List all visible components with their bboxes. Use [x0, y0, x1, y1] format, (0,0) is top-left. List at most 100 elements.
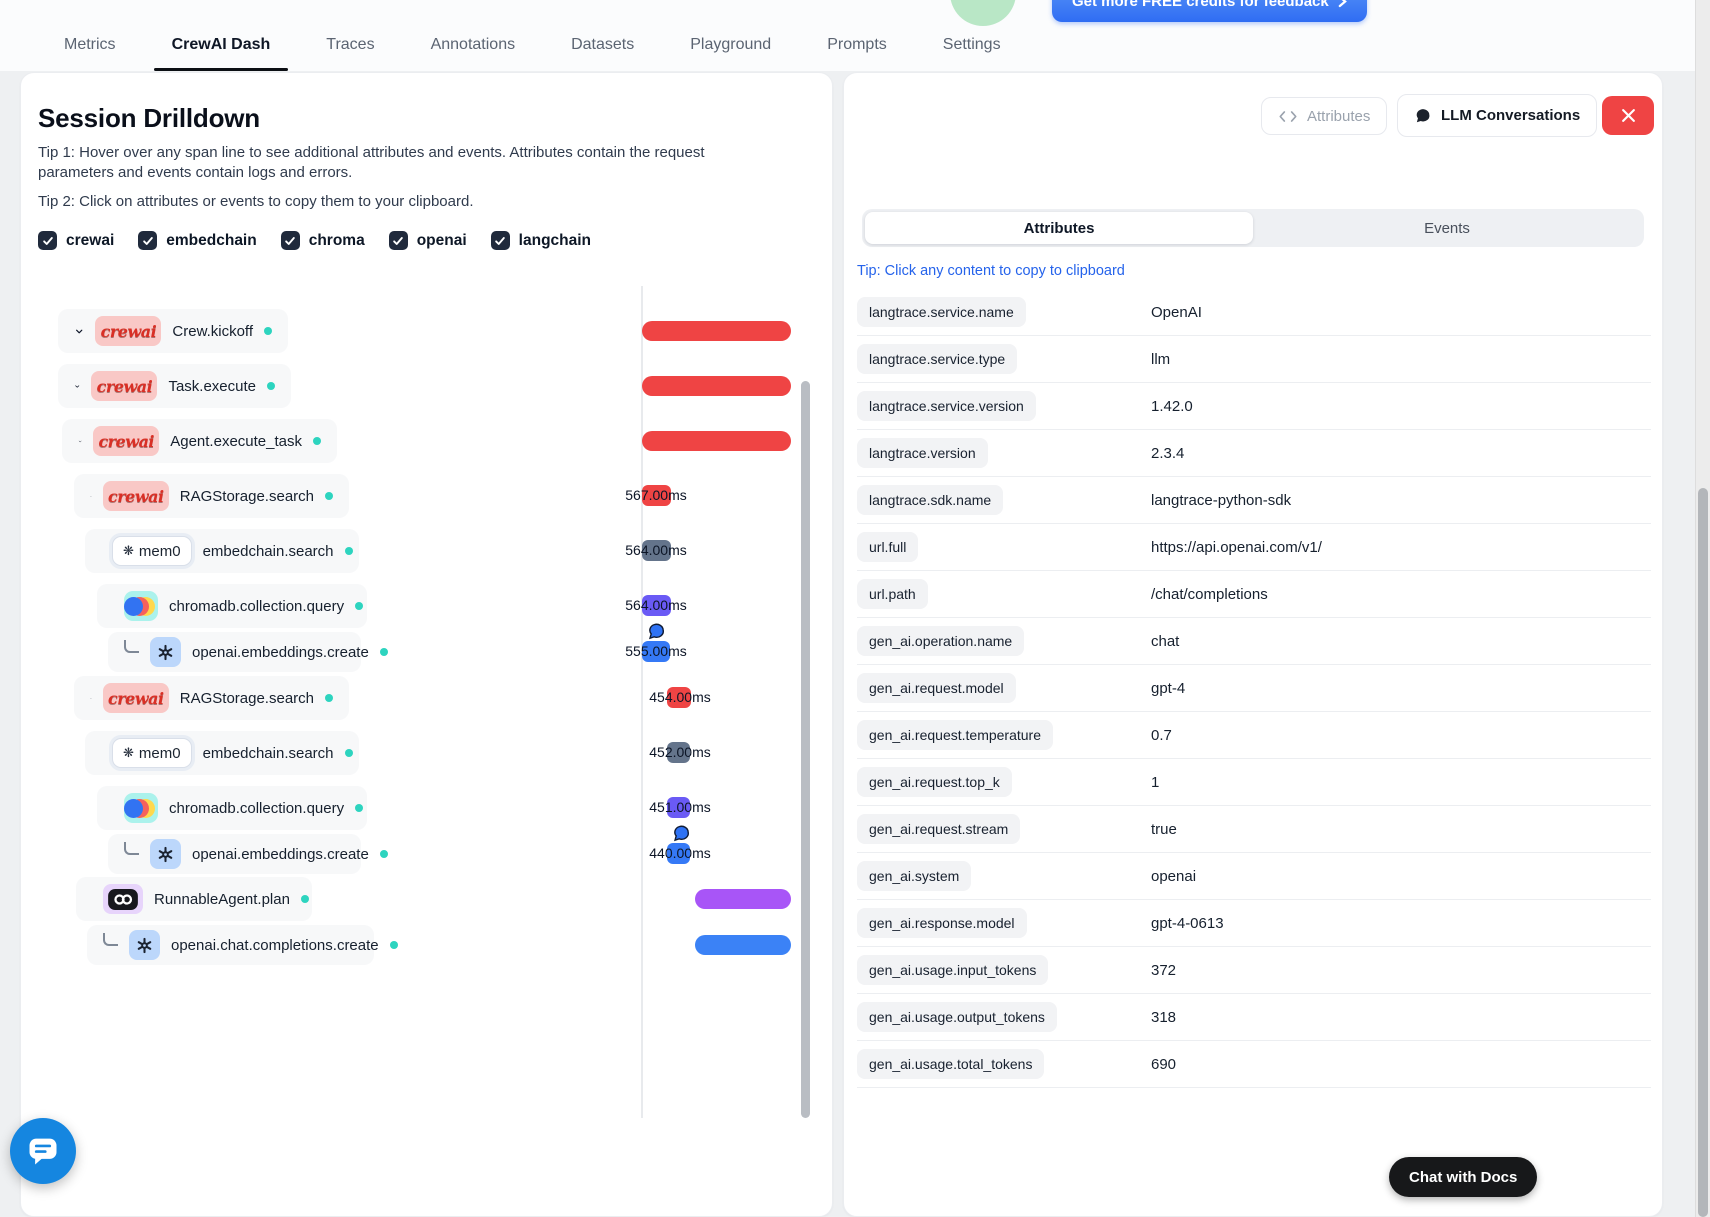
chevron-down-icon[interactable]	[90, 488, 92, 505]
tab-attributes[interactable]: Attributes	[865, 212, 1253, 244]
attribute-value[interactable]: 318	[1151, 1008, 1177, 1026]
attribute-value[interactable]: OpenAI	[1151, 303, 1202, 321]
tab-playground[interactable]: Playground	[690, 36, 772, 53]
attribute-key[interactable]: gen_ai.request.top_k	[857, 767, 1012, 797]
attribute-key[interactable]: langtrace.service.name	[857, 297, 1026, 327]
attribute-key[interactable]: gen_ai.request.stream	[857, 814, 1021, 844]
llm-conversations-button[interactable]: LLM Conversations	[1397, 94, 1598, 137]
attribute-value[interactable]: llm	[1151, 350, 1171, 368]
attribute-key[interactable]: gen_ai.usage.total_tokens	[857, 1049, 1045, 1079]
attribute-key[interactable]: langtrace.service.version	[857, 391, 1036, 421]
attribute-value[interactable]: 372	[1151, 961, 1177, 979]
copy-tip-link[interactable]: Tip: Click any content to copy to clipbo…	[857, 263, 1125, 279]
attribute-key[interactable]: gen_ai.request.temperature	[857, 720, 1053, 750]
chevron-down-icon[interactable]	[90, 690, 92, 707]
attribute-value[interactable]: https://api.openai.com/v1/	[1151, 538, 1322, 556]
attribute-value[interactable]: 1.42.0	[1151, 397, 1193, 415]
attribute-value[interactable]: gpt-4-0613	[1151, 914, 1224, 932]
tree-row-embedchain-search[interactable]: ❋ mem0 embedchain.search	[85, 529, 359, 573]
span-duration-bar[interactable]	[642, 431, 791, 451]
span-duration-bar[interactable]	[642, 540, 671, 561]
tree-row-chromadb-collection-query[interactable]: chromadb.collection.query	[97, 786, 367, 830]
close-button[interactable]	[1602, 96, 1654, 135]
attribute-key[interactable]: gen_ai.request.model	[857, 673, 1016, 703]
filter-embedchain[interactable]: embedchain	[138, 231, 257, 250]
tree-row-ragstorage-search[interactable]: crewai RAGStorage.search	[74, 676, 349, 720]
attribute-key[interactable]: gen_ai.response.model	[857, 908, 1027, 938]
checkbox-checked-icon[interactable]	[138, 231, 158, 250]
span-duration-bar[interactable]	[642, 376, 791, 396]
attribute-value[interactable]: openai	[1151, 867, 1197, 885]
llm-call-bubble-icon[interactable]	[647, 622, 666, 646]
tree-row-openai-embeddings-create[interactable]: openai.embeddings.create	[108, 632, 388, 672]
tree-row-task-execute[interactable]: crewai Task.execute	[58, 364, 291, 408]
span-duration-bar[interactable]	[642, 641, 670, 662]
attribute-key[interactable]: langtrace.sdk.name	[857, 485, 1004, 515]
attribute-key[interactable]: langtrace.version	[857, 438, 988, 468]
attribute-key[interactable]: url.full	[857, 532, 919, 562]
tree-row-openai-chat-completions-create[interactable]: openai.chat.completions.create	[87, 925, 398, 965]
checkbox-checked-icon[interactable]	[490, 231, 510, 250]
span-duration-bar[interactable]	[667, 742, 690, 763]
attribute-key[interactable]: gen_ai.usage.input_tokens	[857, 955, 1049, 985]
chat-launcher-button[interactable]	[10, 1118, 76, 1184]
credits-button[interactable]: Get more FREE credits for feedback	[1052, 0, 1367, 22]
span-duration-bar[interactable]	[695, 935, 791, 955]
filter-crewai[interactable]: crewai	[38, 231, 114, 250]
checkbox-checked-icon[interactable]	[388, 231, 408, 250]
tab-annotations[interactable]: Annotations	[430, 36, 516, 53]
filter-chroma[interactable]: chroma	[280, 231, 365, 250]
checkbox-checked-icon[interactable]	[280, 231, 300, 250]
span-duration-bar[interactable]	[667, 843, 690, 864]
attribute-value[interactable]: /chat/completions	[1151, 585, 1268, 603]
attribute-value[interactable]: 0.7	[1151, 726, 1172, 744]
span-duration-bar[interactable]	[667, 687, 691, 708]
attribute-key[interactable]: gen_ai.usage.output_tokens	[857, 1002, 1057, 1032]
tab-datasets[interactable]: Datasets	[571, 36, 635, 53]
attributes-view-button[interactable]: Attributes	[1261, 97, 1388, 135]
tab-crewai-dash[interactable]: CrewAI Dash	[153, 36, 288, 71]
chat-with-docs-button[interactable]: Chat with Docs	[1389, 1157, 1538, 1197]
span-duration-bar[interactable]	[642, 595, 671, 616]
span-duration-bar[interactable]	[667, 797, 690, 818]
tree-row-openai-embeddings-create[interactable]: openai.embeddings.create	[108, 834, 388, 874]
span-duration-bar[interactable]	[642, 485, 671, 506]
checkbox-checked-icon[interactable]	[38, 231, 57, 250]
attribute-value[interactable]: 690	[1151, 1055, 1177, 1073]
filter-openai[interactable]: openai	[388, 231, 467, 250]
attr-row-langtrace-service-version: langtrace.service.version 1.42.0	[857, 383, 1651, 430]
attribute-value[interactable]: chat	[1151, 632, 1180, 650]
chevron-down-icon[interactable]	[74, 378, 80, 395]
attribute-key[interactable]: langtrace.service.type	[857, 344, 1018, 374]
attribute-value[interactable]: 2.3.4	[1151, 444, 1185, 462]
tree-scrollbar-thumb[interactable]	[801, 381, 810, 1118]
llm-call-bubble-icon[interactable]	[672, 824, 691, 848]
tab-traces[interactable]: Traces	[326, 36, 375, 53]
tree-row-embedchain-search[interactable]: ❋ mem0 embedchain.search	[85, 731, 359, 775]
chevron-down-icon[interactable]	[78, 433, 82, 450]
attribute-key[interactable]: gen_ai.system	[857, 861, 972, 891]
attr-row-gen-ai-usage-output-tokens: gen_ai.usage.output_tokens 318	[857, 994, 1651, 1041]
tab-settings[interactable]: Settings	[942, 36, 1001, 53]
tree-row-runnableagent-plan[interactable]: RunnableAgent.plan	[76, 877, 312, 921]
chevron-down-icon[interactable]	[74, 323, 84, 340]
attribute-value[interactable]: true	[1151, 820, 1177, 838]
tab-prompts[interactable]: Prompts	[827, 36, 887, 53]
attr-row-gen-ai-request-model: gen_ai.request.model gpt-4	[857, 665, 1651, 712]
attribute-value[interactable]: 1	[1151, 773, 1160, 791]
filter-langchain[interactable]: langchain	[490, 231, 591, 250]
tree-row-agent-execute-task[interactable]: crewai Agent.execute_task	[62, 419, 337, 463]
tab-metrics[interactable]: Metrics	[64, 36, 116, 53]
tree-row-chromadb-collection-query[interactable]: chromadb.collection.query	[97, 584, 367, 628]
span-duration-bar[interactable]	[642, 321, 791, 341]
tree-row-crew-kickoff[interactable]: crewai Crew.kickoff	[58, 309, 288, 353]
tree-row-ragstorage-search[interactable]: crewai RAGStorage.search	[74, 474, 349, 518]
attribute-value[interactable]: gpt-4	[1151, 679, 1186, 697]
span-duration-bar[interactable]	[695, 889, 791, 909]
page-scrollbar-thumb[interactable]	[1698, 488, 1708, 1217]
tab-events[interactable]: Events	[1424, 219, 1470, 237]
attribute-key[interactable]: gen_ai.operation.name	[857, 626, 1025, 656]
attribute-value[interactable]: langtrace-python-sdk	[1151, 491, 1292, 509]
avatar[interactable]	[950, 0, 1016, 26]
attribute-key[interactable]: url.path	[857, 579, 928, 609]
